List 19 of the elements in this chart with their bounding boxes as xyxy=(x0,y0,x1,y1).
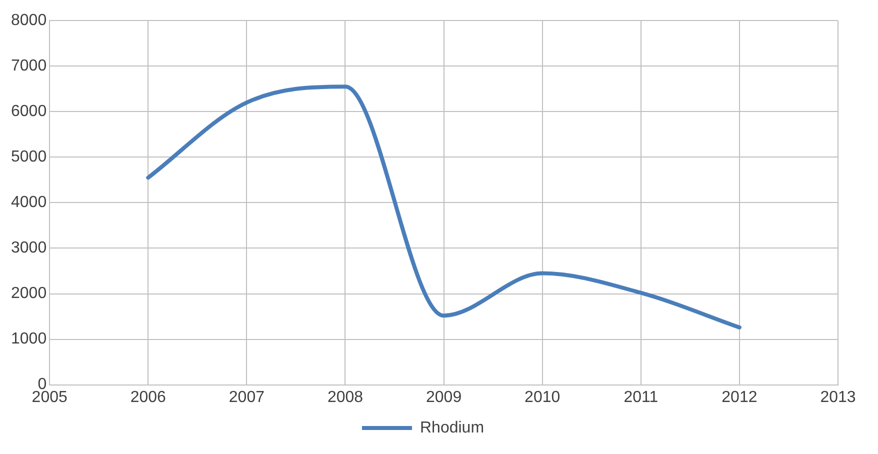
line-series xyxy=(146,84,742,330)
x-tick-label: 2005 xyxy=(32,388,68,406)
y-tick-label: 8000 xyxy=(11,12,47,30)
x-tick-label: 2012 xyxy=(722,388,758,406)
y-tick-label: 5000 xyxy=(11,148,47,166)
y-tick-label: 3000 xyxy=(11,240,47,257)
y-tick-label: 2000 xyxy=(11,285,47,302)
x-tick-label: 2006 xyxy=(130,388,166,406)
y-tick-label: 4000 xyxy=(11,194,47,212)
x-tick-label: 2010 xyxy=(524,388,560,406)
y-tick-label: 6000 xyxy=(11,103,47,120)
y-tick-label: 1000 xyxy=(11,330,47,348)
y-tick-label: 7000 xyxy=(11,58,47,75)
x-tick-label: 2011 xyxy=(624,388,658,406)
x-tick-label: 2008 xyxy=(327,388,364,406)
x-tick-label: 2009 xyxy=(426,388,462,406)
legend-label: Rhodium xyxy=(420,419,484,436)
x-tick-label: 2007 xyxy=(228,388,265,406)
x-tick-label: 2013 xyxy=(820,388,856,406)
